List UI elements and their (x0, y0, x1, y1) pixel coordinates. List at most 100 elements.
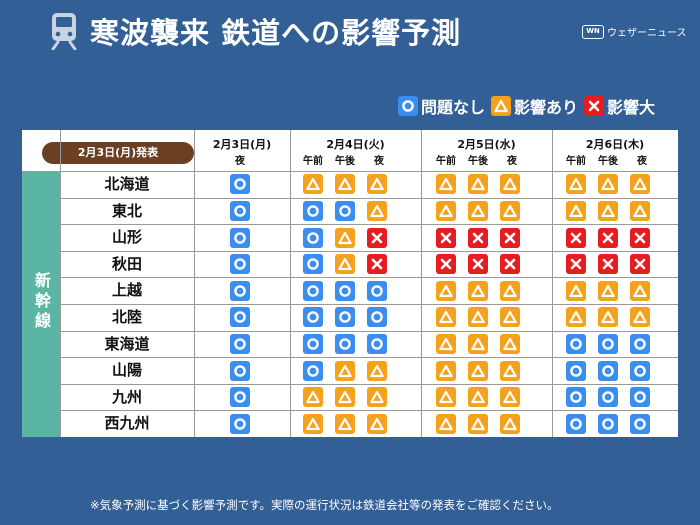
period-header: 夜 (637, 156, 647, 167)
day-header: 2月3日(月) (212, 138, 272, 151)
circle-icon (303, 333, 323, 354)
triangle-icon (500, 174, 520, 195)
circle-icon (566, 387, 586, 408)
cross-icon (468, 227, 488, 248)
triangle-icon (630, 307, 650, 328)
circle-icon (367, 307, 387, 328)
divider (60, 410, 678, 412)
circle-icon (230, 254, 250, 275)
triangle-icon (491, 96, 512, 116)
cross-icon (598, 254, 618, 275)
triangle-icon (303, 413, 323, 434)
brand: WN ウェザーニュース (582, 24, 687, 39)
brand-logo: WN (582, 24, 604, 39)
divider (60, 277, 678, 279)
circle-icon (598, 413, 618, 434)
divider (60, 224, 678, 226)
circle-icon (303, 227, 323, 248)
circle-icon (566, 360, 586, 381)
period-header: 夜 (507, 156, 517, 167)
train-icon (51, 13, 77, 50)
circle-icon (630, 360, 650, 381)
triangle-icon (468, 413, 488, 434)
cross-icon (630, 254, 650, 275)
triangle-icon (500, 280, 520, 301)
circle-icon (230, 333, 250, 354)
triangle-icon (500, 333, 520, 354)
divider (60, 197, 678, 199)
divider (552, 130, 553, 437)
circle-icon (367, 280, 387, 301)
brand-name: ウェザーニュース (607, 28, 687, 39)
line-name: 秋田 (111, 254, 142, 273)
triangle-icon (436, 200, 456, 221)
circle-icon (598, 387, 618, 408)
circle-icon (303, 280, 323, 301)
legend-label: 問題なし (421, 98, 486, 117)
triangle-icon (566, 174, 586, 195)
cross-icon (436, 254, 456, 275)
triangle-icon (335, 360, 355, 381)
divider (194, 130, 195, 437)
divider (60, 250, 678, 252)
circle-icon (566, 413, 586, 434)
cross-icon (468, 254, 488, 275)
group-band (22, 171, 60, 437)
divider (60, 130, 61, 437)
legend-item-warn: 影響あり (491, 94, 578, 118)
circle-icon (230, 413, 250, 434)
forecast-table: 2月3日(月)発表 新幹線 2月3日(月) 夜 2月4日(火) 午前 午後夜 2月5日(水… (22, 130, 678, 437)
triangle-icon (500, 360, 520, 381)
circle-icon (230, 280, 250, 301)
circle-icon (303, 254, 323, 275)
period-header: 午前 (566, 156, 586, 167)
triangle-icon (303, 387, 323, 408)
circle-icon (598, 333, 618, 354)
line-name: 山陽 (111, 361, 142, 380)
triangle-icon (335, 254, 355, 275)
line-name: 北海道 (104, 175, 150, 193)
period-header: 午後 (335, 156, 355, 167)
circle-icon (367, 333, 387, 354)
triangle-icon (468, 200, 488, 221)
circle-icon (598, 360, 618, 381)
period-header: 午後 (468, 156, 488, 167)
triangle-icon (436, 307, 456, 328)
cross-icon (436, 227, 456, 248)
line-name: 東海道 (104, 334, 150, 353)
triangle-icon (598, 280, 618, 301)
triangle-icon (335, 413, 355, 434)
triangle-icon (630, 200, 650, 221)
triangle-icon (630, 280, 650, 301)
triangle-icon (566, 200, 586, 221)
circle-icon (303, 200, 323, 221)
divider (60, 383, 678, 385)
line-name: 北陸 (111, 308, 142, 326)
line-name: 東北 (111, 201, 142, 220)
circle-icon (566, 333, 586, 354)
legend: 問題なし 影響あり 影響大 (398, 94, 655, 118)
legend-item-ok: 問題なし (398, 94, 485, 118)
triangle-icon (367, 360, 387, 381)
line-name: 九州 (111, 387, 142, 406)
triangle-icon (500, 413, 520, 434)
period-header: 午前 (436, 156, 456, 167)
circle-icon (303, 360, 323, 381)
period-header: 夜 (235, 156, 245, 167)
triangle-icon (367, 387, 387, 408)
cross-icon (630, 227, 650, 248)
group-label: 新幹線 (32, 272, 51, 332)
divider (60, 330, 678, 332)
cross-icon (367, 254, 387, 275)
divider (60, 357, 678, 359)
triangle-icon (367, 174, 387, 195)
triangle-icon (500, 200, 520, 221)
triangle-icon (436, 387, 456, 408)
legend-label: 影響あり (514, 98, 579, 117)
circle-icon (630, 413, 650, 434)
triangle-icon (500, 307, 520, 328)
triangle-icon (367, 413, 387, 434)
triangle-icon (468, 387, 488, 408)
period-header: 午前 (303, 156, 323, 167)
day-header: 2月6日(木) (585, 138, 645, 151)
